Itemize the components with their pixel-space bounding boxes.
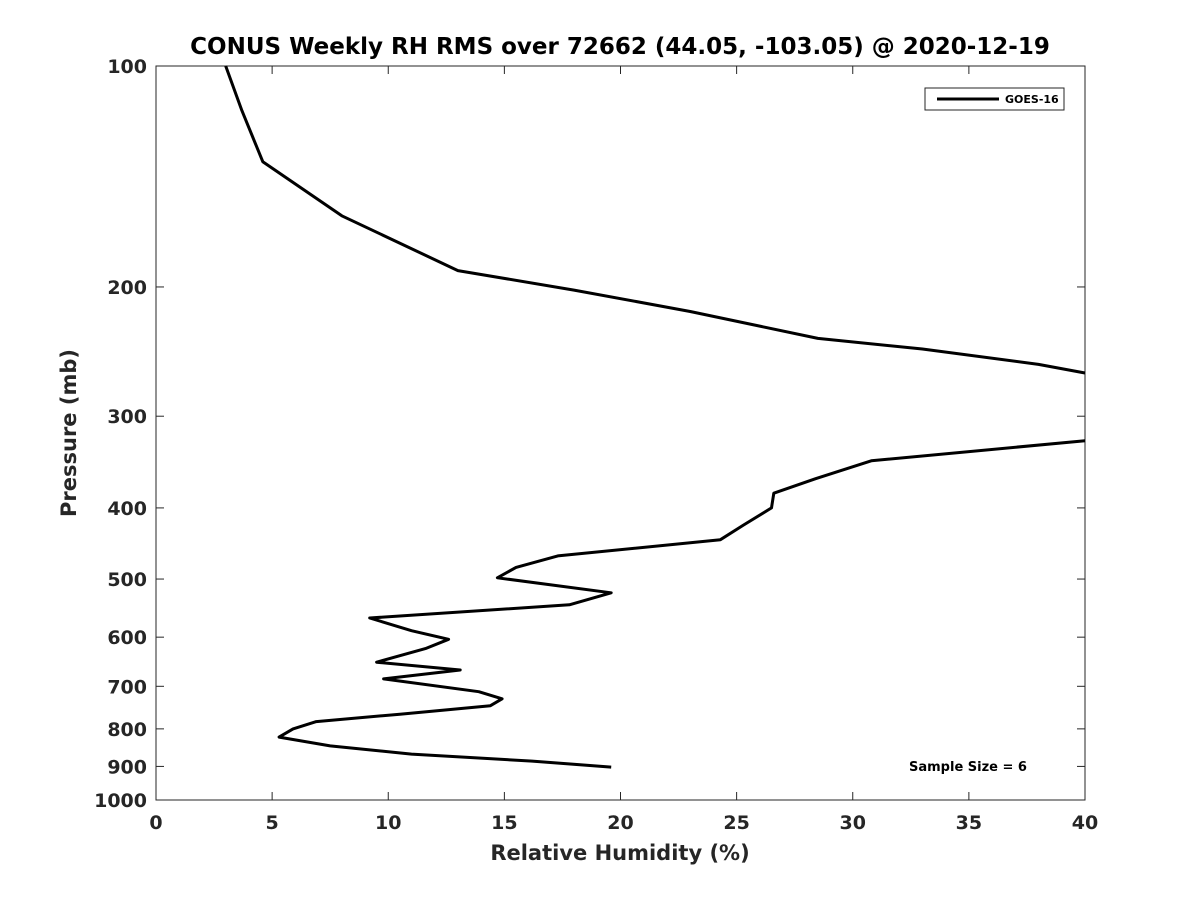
sample-size-annotation: Sample Size = 6 (909, 760, 1027, 775)
y-axis: 100 200 300 400 500 600 700 800 900 1000 (94, 56, 1085, 812)
y-tick-label: 1000 (94, 790, 147, 812)
x-tick-label: 5 (266, 812, 279, 834)
x-tick-label: 0 (149, 812, 162, 834)
x-tick-label: 15 (491, 812, 517, 834)
plot-area (155, 65, 1086, 801)
x-tick-label: 25 (723, 812, 749, 834)
y-tick-label: 600 (107, 627, 147, 649)
legend-entry-goes-16: GOES-16 (1005, 93, 1059, 106)
x-axis-title: Relative Humidity (%) (490, 841, 749, 865)
y-tick-label: 800 (107, 719, 147, 741)
chart-title: CONUS Weekly RH RMS over 72662 (44.05, -… (190, 34, 1050, 60)
x-tick-label: 40 (1072, 812, 1098, 834)
y-tick-label: 200 (107, 277, 147, 299)
legend: GOES-16 (924, 87, 1065, 111)
y-axis-title: Pressure (mb) (57, 349, 81, 517)
series-line-goes-16-segment-2 (277, 439, 1086, 769)
series-line-goes-16-segment-1 (224, 65, 1086, 375)
series-layer (224, 65, 1086, 769)
x-tick-label: 10 (375, 812, 401, 834)
plot-frame (155, 65, 1086, 801)
y-tick-label: 700 (107, 676, 147, 698)
x-tick-label: 30 (840, 812, 866, 834)
y-tick-label: 300 (107, 406, 147, 428)
x-tick-label: 35 (956, 812, 982, 834)
y-tick-label: 900 (107, 756, 147, 778)
x-axis: 0 5 10 15 20 25 30 35 40 (149, 66, 1098, 834)
y-tick-label: 500 (107, 569, 147, 591)
y-tick-label: 100 (107, 56, 147, 78)
x-tick-label: 20 (607, 812, 633, 834)
y-tick-label: 400 (107, 498, 147, 520)
